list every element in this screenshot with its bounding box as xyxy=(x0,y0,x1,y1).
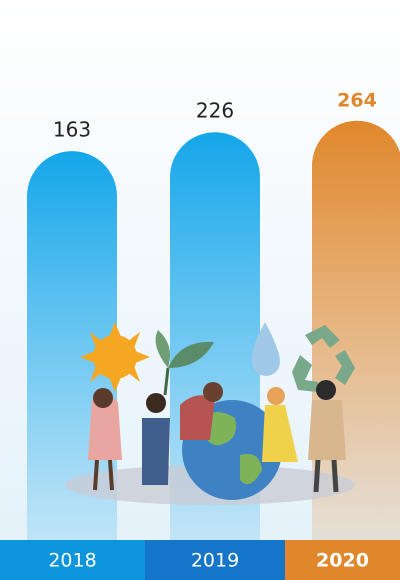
category-label: 2018 xyxy=(48,550,96,572)
value-label: 226 xyxy=(196,99,234,123)
category-label: 2019 xyxy=(191,550,239,572)
value-label: 264 xyxy=(337,89,377,111)
category-label: 2020 xyxy=(316,550,369,572)
bar xyxy=(312,121,400,580)
chart: 163 226 264 xyxy=(0,0,400,580)
bars: 163 226 264 xyxy=(27,89,400,580)
category-band: 2018 2019 2020 xyxy=(0,540,400,580)
value-label: 163 xyxy=(53,118,91,142)
